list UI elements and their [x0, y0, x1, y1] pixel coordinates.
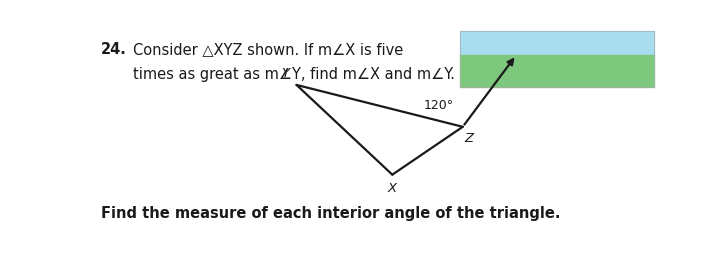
Text: times as great as m∠Y, find m∠X and m∠Y.: times as great as m∠Y, find m∠X and m∠Y. [133, 67, 455, 82]
Bar [460, 55, 654, 87]
Bar [460, 31, 654, 55]
Text: 24.: 24. [101, 42, 127, 57]
Text: Y: Y [281, 67, 289, 80]
Text: Find the measure of each interior angle of the triangle.: Find the measure of each interior angle … [101, 206, 561, 221]
Text: X: X [387, 182, 397, 195]
Text: 120°: 120° [424, 99, 454, 112]
Text: Z: Z [464, 132, 473, 145]
Text: Consider △XYZ shown. If m∠X is five: Consider △XYZ shown. If m∠X is five [133, 42, 403, 57]
Bar [460, 31, 654, 87]
